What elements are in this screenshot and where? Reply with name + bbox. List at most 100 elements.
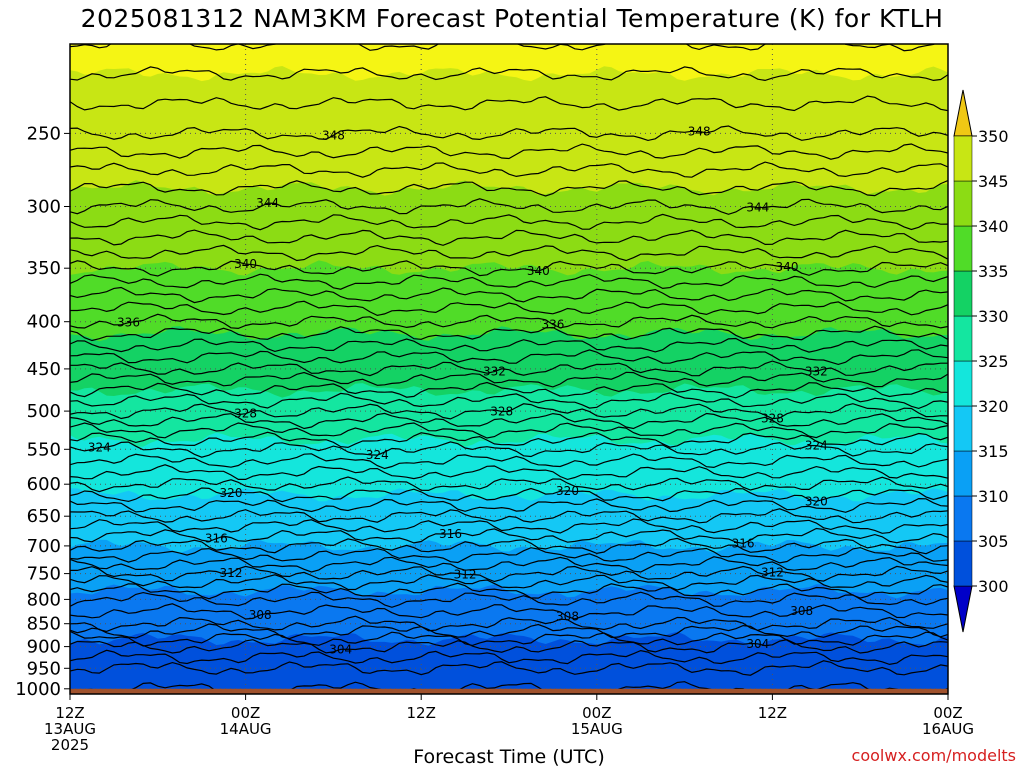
- credit-text: coolwx.com/modelts: [851, 746, 1016, 765]
- x-tick-label-12-1: 14AUG: [220, 720, 272, 738]
- y-tick-label-300: 300: [27, 197, 61, 218]
- contour-line-330: [70, 381, 948, 399]
- colorbar-label-315: 315: [978, 442, 1009, 461]
- colorbar-swatch-300: [953, 540, 973, 587]
- x-tick-label-0-2: 2025: [51, 736, 89, 754]
- contour-label: 308: [790, 604, 813, 618]
- contour-label: 348: [322, 128, 345, 142]
- y-tick-label-850: 850: [27, 614, 61, 635]
- colorbar-label-325: 325: [978, 352, 1009, 371]
- colorbar-swatch-345: [953, 135, 973, 182]
- contour-label: 304: [746, 637, 769, 651]
- contour-label: 324: [805, 439, 828, 453]
- contour-line-324: [70, 441, 948, 458]
- contour-line-322: [70, 464, 948, 481]
- contour-line-331: [70, 371, 948, 388]
- contour-label: 344: [746, 201, 769, 215]
- y-tick-label-700: 700: [27, 536, 61, 557]
- colorbar-label-300: 300: [978, 577, 1009, 596]
- colorbar-label-330: 330: [978, 307, 1009, 326]
- contour-line-307: [70, 615, 948, 633]
- colorbar-swatch-330: [953, 270, 973, 317]
- y-tick-label-350: 350: [27, 258, 61, 279]
- fill-band-345: [70, 44, 948, 196]
- colorbar-label-335: 335: [978, 262, 1009, 281]
- contour-line-350: [70, 66, 948, 82]
- contour-label: 316: [205, 532, 228, 546]
- contour-label: 308: [249, 608, 272, 622]
- grid-lines: [70, 44, 948, 694]
- contour-line-315: [70, 537, 948, 555]
- contour-line-329: [70, 392, 948, 410]
- y-tick-label-800: 800: [27, 589, 61, 610]
- contour-label: 340: [234, 257, 257, 271]
- contour-label: 332: [483, 365, 506, 379]
- contour-line-321: [70, 476, 948, 493]
- x-tick-label-12-0: 00Z: [231, 704, 260, 722]
- y-tick-label-550: 550: [27, 439, 61, 460]
- contour-line-339: [70, 273, 948, 290]
- colorbar-label-305: 305: [978, 532, 1009, 551]
- contour-label: 328: [234, 407, 257, 421]
- contour-label: 304: [329, 642, 352, 656]
- colorbar-swatch-325: [953, 315, 973, 362]
- contour-line-332: [70, 360, 948, 377]
- contour-lines: [70, 44, 948, 694]
- colorbar-extend-bottom: [953, 585, 973, 633]
- x-tick-label-36-0: 00Z: [582, 704, 611, 722]
- contour-line-303: [70, 649, 948, 666]
- contour-line-309: [70, 591, 948, 608]
- contour-line-313: [70, 556, 948, 573]
- contour-label: 340: [776, 260, 799, 274]
- contour-label: 336: [541, 318, 564, 332]
- contour-label: 312: [761, 566, 784, 580]
- contour-line-351: [70, 44, 936, 52]
- x-tick-label-0-1: 13AUG: [44, 720, 96, 738]
- y-tick-label-750: 750: [27, 564, 61, 585]
- colorbar-label-340: 340: [978, 217, 1009, 236]
- x-tick-label-24-0: 12Z: [407, 704, 436, 722]
- contour-line-325: [70, 431, 948, 449]
- y-tick-label-250: 250: [27, 123, 61, 144]
- ground-bar: [70, 688, 948, 694]
- contour-line-308: [70, 603, 948, 620]
- y-tick-label-450: 450: [27, 359, 61, 380]
- contour-label: 336: [117, 316, 140, 330]
- colorbar-label-350: 350: [978, 127, 1009, 146]
- contour-label: 320: [220, 486, 243, 500]
- contour-line-337: [70, 300, 948, 317]
- y-tick-label-1000: 1000: [15, 679, 61, 700]
- contour-line-314: [70, 546, 948, 564]
- y-tick-label-650: 650: [27, 506, 61, 527]
- contour-label: 328: [490, 405, 513, 419]
- colorbar-swatch-310: [953, 450, 973, 497]
- colorbar-swatch-305: [953, 495, 973, 542]
- x-tick-label-60-0: 00Z: [933, 704, 962, 722]
- contour-label: 324: [366, 448, 389, 462]
- contour-line-316: [70, 527, 948, 545]
- contour-line-341: [70, 244, 948, 262]
- contour-line-327: [70, 412, 948, 430]
- colorbar-label-310: 310: [978, 487, 1009, 506]
- contour-label: 328: [761, 412, 784, 426]
- colorbar: 300 305 310 315 320 325 330 335 340 345 350: [953, 89, 1009, 633]
- contour-label: 332: [805, 364, 828, 378]
- contour-labels: 348 348 344 344 340 340 340 336 336 332 332 328 328 3…: [88, 125, 828, 657]
- x-tick-label-48-0: 12Z: [758, 704, 787, 722]
- y-tick-label-500: 500: [27, 401, 61, 422]
- contour-line-348: [70, 125, 948, 142]
- contour-line-304: [70, 639, 948, 654]
- contour-label: 340: [527, 264, 550, 278]
- x-tick-label-60-1: 16AUG: [922, 720, 974, 738]
- contour-line-302: [70, 660, 948, 676]
- contour-label: 308: [556, 610, 579, 624]
- contour-line-336: [70, 313, 948, 330]
- y-tick-label-400: 400: [27, 312, 61, 333]
- y-tick-label-900: 900: [27, 637, 61, 658]
- colorbar-swatch-340: [953, 180, 973, 227]
- colorbar-extend-top: [953, 89, 973, 137]
- contour-line-323: [70, 453, 948, 470]
- contour-label: 348: [688, 125, 711, 139]
